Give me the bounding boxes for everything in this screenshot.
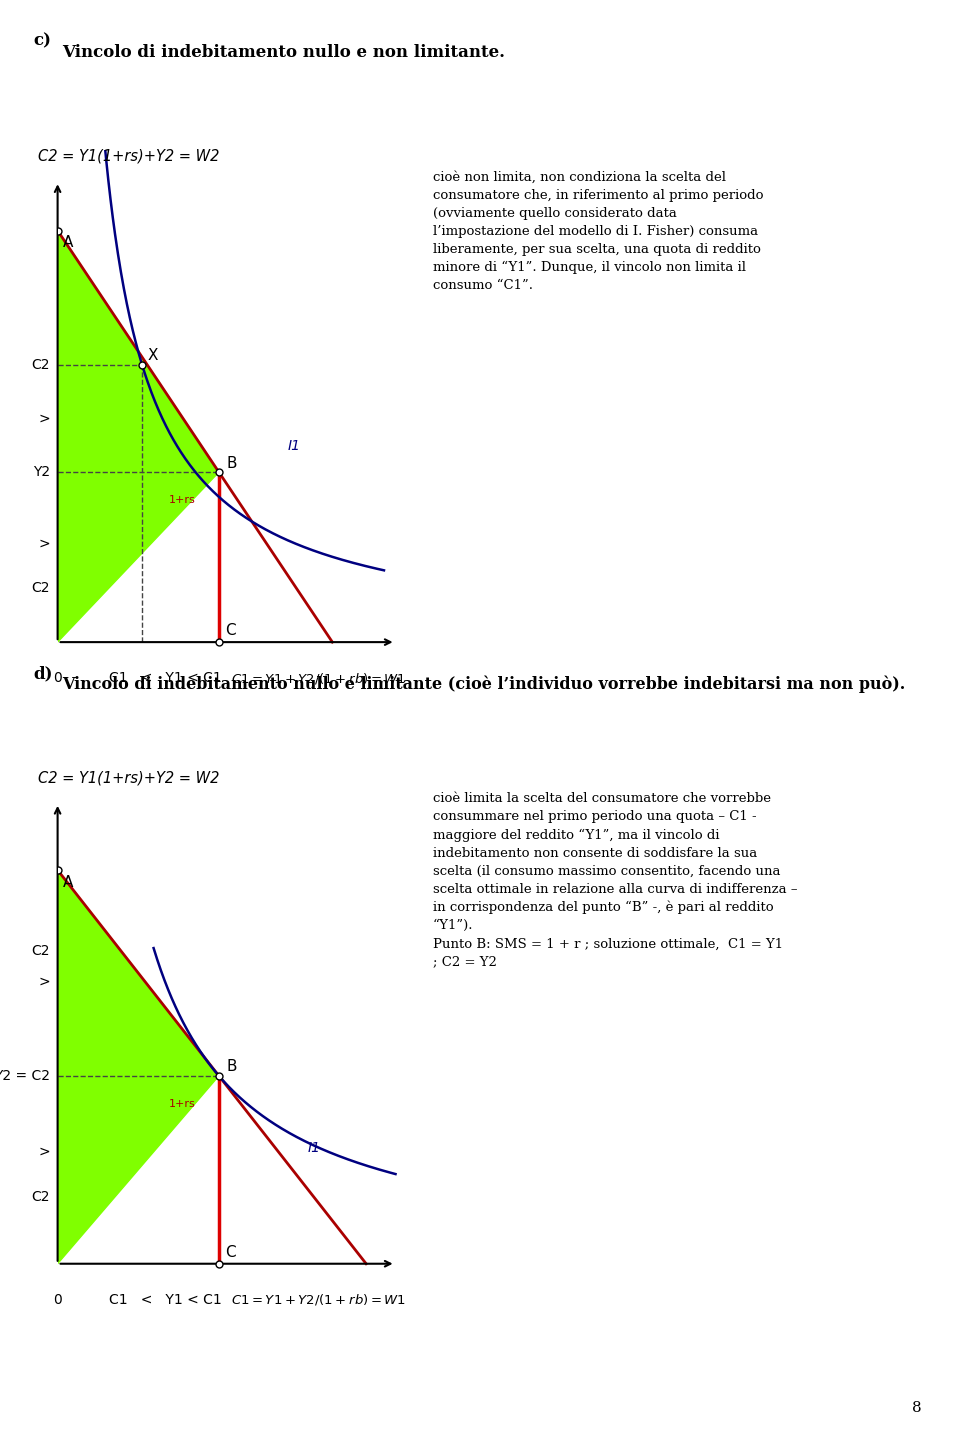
Text: >: > [38, 412, 50, 426]
Text: B: B [227, 1059, 237, 1075]
Text: Y2: Y2 [33, 464, 50, 479]
Polygon shape [58, 230, 219, 642]
Text: Vincolo di indebitamento nullo e non limitante.: Vincolo di indebitamento nullo e non lim… [62, 44, 505, 61]
Text: Vincolo di indebitamento nullo e limitante (cioè l’individuo vorrebbe indebitars: Vincolo di indebitamento nullo e limitan… [62, 676, 905, 693]
Text: C2 = Y1(1+rs)+Y2 = W2: C2 = Y1(1+rs)+Y2 = W2 [38, 149, 220, 163]
Text: I1: I1 [307, 1140, 321, 1155]
Text: $C1 = Y1+Y2/(1+rb) = W1$: $C1 = Y1+Y2/(1+rb) = W1$ [231, 670, 406, 686]
Text: X: X [148, 349, 158, 363]
Text: d): d) [34, 666, 53, 683]
Text: C1   <   Y1 < C1: C1 < Y1 < C1 [108, 1293, 222, 1308]
Text: A: A [63, 234, 74, 250]
Text: 1+rs: 1+rs [169, 496, 196, 506]
Text: C1   <   Y1 < C1: C1 < Y1 < C1 [108, 672, 222, 686]
Text: cioè non limita, non condiziona la scelta del
consumatore che, in riferimento al: cioè non limita, non condiziona la scelt… [433, 170, 763, 292]
Text: c): c) [34, 33, 52, 50]
Text: C2 = Y1(1+rs)+Y2 = W2: C2 = Y1(1+rs)+Y2 = W2 [38, 770, 220, 785]
Text: 0: 0 [53, 672, 62, 686]
Text: C2: C2 [32, 1189, 50, 1203]
Text: cioè limita la scelta del consumatore che vorrebbe
consummare nel primo periodo : cioè limita la scelta del consumatore ch… [433, 792, 797, 969]
Text: C2: C2 [32, 943, 50, 957]
Text: Y2 = C2: Y2 = C2 [0, 1069, 50, 1083]
Text: 1+rs: 1+rs [169, 1099, 196, 1109]
Text: $C1 = Y1+Y2/(1+rb) = W1$: $C1 = Y1+Y2/(1+rb) = W1$ [231, 1292, 406, 1308]
Text: A: A [63, 875, 74, 889]
Text: I1: I1 [288, 439, 301, 453]
Polygon shape [58, 870, 219, 1263]
Text: 0: 0 [53, 1293, 62, 1308]
Text: C2: C2 [32, 582, 50, 596]
Text: B: B [227, 456, 237, 470]
Text: C: C [225, 1245, 235, 1260]
Text: >: > [38, 537, 50, 550]
Text: >: > [38, 1145, 50, 1159]
Text: C: C [225, 623, 235, 639]
Text: >: > [38, 975, 50, 989]
Text: 8: 8 [912, 1400, 922, 1415]
Text: C2: C2 [32, 357, 50, 372]
